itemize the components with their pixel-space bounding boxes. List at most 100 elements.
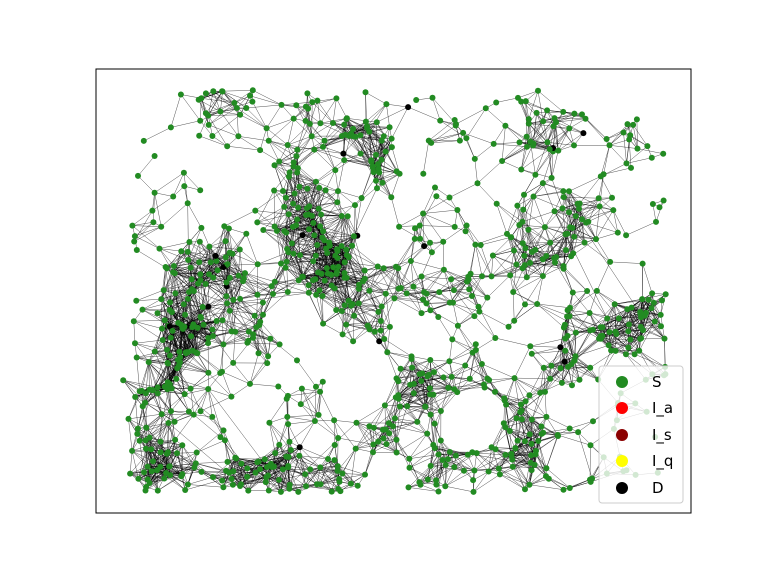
node-susceptible: [608, 347, 615, 354]
node-susceptible: [609, 194, 615, 201]
node-susceptible: [284, 289, 291, 295]
node-susceptible: [266, 419, 273, 426]
node-susceptible: [542, 388, 548, 395]
node-susceptible: [566, 425, 573, 432]
node-susceptible: [262, 479, 269, 486]
node-susceptible: [448, 373, 455, 380]
node-susceptible: [219, 477, 226, 484]
node-susceptible: [351, 312, 358, 319]
node-susceptible: [476, 308, 483, 315]
node-susceptible: [451, 223, 458, 230]
node-susceptible: [255, 350, 262, 357]
node-susceptible: [145, 359, 152, 366]
node-susceptible: [572, 213, 579, 220]
node-susceptible: [386, 124, 393, 131]
node-susceptible: [120, 377, 127, 384]
node-susceptible: [407, 381, 414, 388]
node-susceptible: [603, 136, 610, 142]
node-susceptible: [628, 164, 634, 171]
node-susceptible: [624, 121, 631, 128]
node-susceptible: [231, 99, 238, 106]
node-susceptible: [420, 296, 426, 303]
node-susceptible: [275, 383, 282, 390]
node-susceptible: [350, 338, 357, 345]
node-susceptible: [154, 310, 161, 317]
node-susceptible: [615, 315, 622, 322]
node-susceptible: [519, 240, 526, 247]
node-susceptible: [320, 320, 327, 327]
node-susceptible: [540, 364, 547, 371]
node-susceptible: [198, 224, 205, 231]
node-susceptible: [388, 194, 395, 201]
node-susceptible: [296, 452, 303, 459]
node-susceptible: [219, 317, 226, 324]
node-susceptible: [522, 486, 528, 493]
node-susceptible: [205, 386, 212, 392]
node-susceptible: [417, 235, 424, 242]
node-susceptible: [279, 466, 286, 473]
node-susceptible: [193, 449, 200, 456]
node-susceptible: [604, 315, 611, 322]
node-dead: [557, 344, 564, 351]
node-susceptible: [612, 347, 619, 354]
node-susceptible: [213, 258, 220, 264]
node-susceptible: [511, 375, 518, 382]
node-susceptible: [268, 464, 275, 470]
node-susceptible: [315, 411, 322, 418]
node-susceptible: [318, 270, 325, 277]
node-susceptible: [627, 132, 634, 139]
node-susceptible: [326, 242, 333, 249]
node-susceptible: [395, 285, 402, 292]
node-susceptible: [397, 365, 404, 372]
node-susceptible: [375, 438, 382, 445]
node-susceptible: [125, 415, 132, 422]
node-susceptible: [511, 317, 518, 324]
node-susceptible: [221, 223, 228, 230]
node-susceptible: [451, 464, 458, 471]
node-susceptible: [534, 301, 541, 307]
node-susceptible: [133, 354, 140, 361]
node-susceptible: [514, 437, 521, 444]
node-susceptible: [334, 199, 341, 206]
node-susceptible: [233, 455, 240, 462]
node-susceptible: [134, 425, 141, 432]
node-susceptible: [148, 468, 155, 475]
node-susceptible: [286, 438, 293, 445]
legend-marker-s: [616, 376, 628, 388]
node-susceptible: [449, 336, 456, 343]
node-susceptible: [331, 417, 338, 424]
node-susceptible: [352, 202, 358, 209]
node-susceptible: [254, 291, 261, 298]
node-susceptible: [436, 289, 443, 296]
node-susceptible: [205, 369, 212, 376]
node-susceptible: [257, 318, 264, 325]
node-susceptible: [386, 323, 393, 330]
node-susceptible: [293, 153, 300, 160]
node-susceptible: [220, 341, 227, 348]
node-susceptible: [469, 293, 475, 299]
node-dead: [340, 150, 347, 157]
node-susceptible: [243, 105, 250, 111]
node-susceptible: [257, 147, 264, 154]
node-susceptible: [575, 429, 582, 436]
node-susceptible: [272, 450, 279, 456]
node-susceptible: [623, 351, 629, 358]
node-susceptible: [172, 290, 179, 297]
legend-label-i-a: I_a: [652, 399, 673, 418]
node-susceptible: [416, 371, 423, 378]
node-susceptible: [331, 442, 338, 448]
node-susceptible: [467, 270, 474, 277]
node-susceptible: [554, 432, 561, 438]
node-susceptible: [127, 470, 134, 477]
node-susceptible: [341, 157, 348, 164]
node-susceptible: [571, 233, 578, 240]
node-susceptible: [446, 299, 453, 306]
node-susceptible: [572, 329, 579, 336]
node-susceptible: [317, 464, 324, 471]
node-susceptible: [192, 460, 199, 467]
node-susceptible: [658, 323, 664, 330]
node-susceptible: [522, 438, 528, 445]
node-susceptible: [605, 342, 612, 349]
node-susceptible: [197, 271, 204, 278]
node-susceptible: [219, 368, 225, 375]
